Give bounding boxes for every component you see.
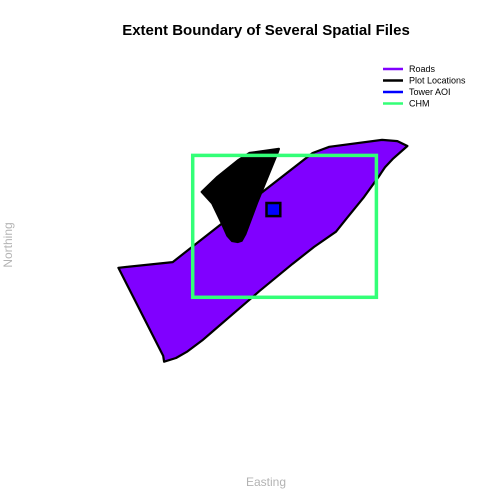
legend-label-roads: Roads	[409, 64, 436, 74]
legend-label-chm: CHM	[409, 99, 430, 109]
chart-title: Extent Boundary of Several Spatial Files	[122, 22, 410, 39]
y-axis-label: Northing	[1, 222, 15, 267]
plot-locations-extent	[200, 147, 280, 244]
chm-extent	[190, 153, 379, 300]
legend-label-plot-locations: Plot Locations	[409, 76, 466, 86]
roads-extent	[117, 138, 409, 363]
plot-area	[117, 138, 409, 363]
legend-label-tower-aoi: Tower AOI	[409, 87, 451, 97]
x-axis-label: Easting	[246, 475, 286, 489]
tower-aoi-extent	[265, 201, 282, 218]
